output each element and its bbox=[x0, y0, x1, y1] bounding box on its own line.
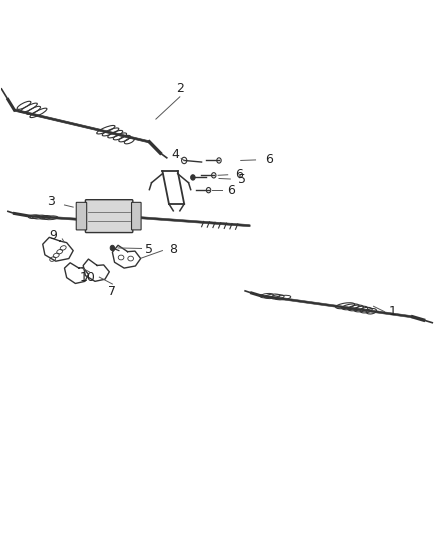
Text: 4: 4 bbox=[172, 148, 180, 160]
Text: 7: 7 bbox=[108, 286, 117, 298]
Circle shape bbox=[110, 245, 115, 251]
Text: 5: 5 bbox=[145, 243, 153, 256]
Text: 6: 6 bbox=[227, 184, 235, 197]
FancyBboxPatch shape bbox=[76, 203, 87, 230]
Text: 10: 10 bbox=[80, 271, 95, 284]
Text: 1: 1 bbox=[389, 305, 397, 318]
FancyBboxPatch shape bbox=[85, 200, 133, 232]
Circle shape bbox=[191, 175, 195, 180]
Text: 5: 5 bbox=[238, 173, 246, 185]
Text: 8: 8 bbox=[170, 243, 177, 256]
Text: 6: 6 bbox=[265, 153, 273, 166]
Text: 3: 3 bbox=[47, 195, 55, 208]
FancyBboxPatch shape bbox=[131, 203, 141, 230]
Text: 2: 2 bbox=[176, 83, 184, 95]
Text: 6: 6 bbox=[235, 168, 243, 181]
Text: 9: 9 bbox=[49, 229, 57, 242]
